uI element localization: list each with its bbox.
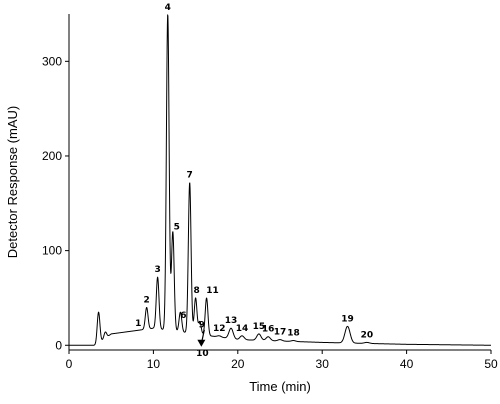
peak-label-12: 12 — [213, 324, 226, 334]
peak-10-arrow: 10 — [196, 329, 209, 359]
y-tick-label-2: 200 — [42, 149, 62, 163]
peak-label-11: 11 — [206, 286, 219, 296]
x-tick-label-5: 50 — [484, 357, 498, 371]
peak-label-17: 17 — [274, 328, 287, 338]
peak-label-14: 14 — [236, 324, 249, 334]
axes — [68, 14, 491, 351]
peak-label-16: 16 — [262, 325, 275, 335]
x-tick-label-2: 20 — [231, 357, 245, 371]
peak-label-20: 20 — [361, 330, 374, 340]
peak-10-arrow-head — [197, 339, 206, 347]
peak-label-1: 1 — [135, 319, 141, 329]
chromatogram-trace — [68, 14, 492, 346]
peak-label-10: 10 — [196, 349, 209, 359]
y-tick-label-0: 0 — [55, 338, 62, 352]
x-axis-title: Time (min) — [249, 379, 311, 394]
x-tick-label-4: 40 — [400, 357, 414, 371]
peak-label-8: 8 — [193, 286, 199, 296]
ticks: 0 10 20 30 40 50 0 100 200 300 — [42, 54, 498, 371]
x-tick-label-1: 10 — [147, 357, 161, 371]
peak-label-6: 6 — [180, 311, 186, 321]
peak-label-9: 9 — [199, 321, 205, 331]
peak-label-13: 13 — [225, 316, 238, 326]
peak-label-2: 2 — [144, 295, 150, 305]
y-tick-label-3: 300 — [42, 54, 62, 68]
peak-label-4: 4 — [165, 3, 171, 13]
y-axis-title: Detector Response (mAU) — [5, 106, 20, 258]
x-tick-label-0: 0 — [66, 357, 73, 371]
peak-label-3: 3 — [154, 265, 160, 275]
peak-label-18: 18 — [287, 329, 300, 339]
x-tick-label-3: 30 — [316, 357, 330, 371]
y-tick-label-1: 100 — [42, 244, 62, 258]
peak-label-7: 7 — [187, 170, 193, 180]
peak-label-15: 15 — [253, 322, 266, 332]
peak-label-5: 5 — [174, 223, 180, 233]
peak-label-19: 19 — [341, 314, 354, 324]
